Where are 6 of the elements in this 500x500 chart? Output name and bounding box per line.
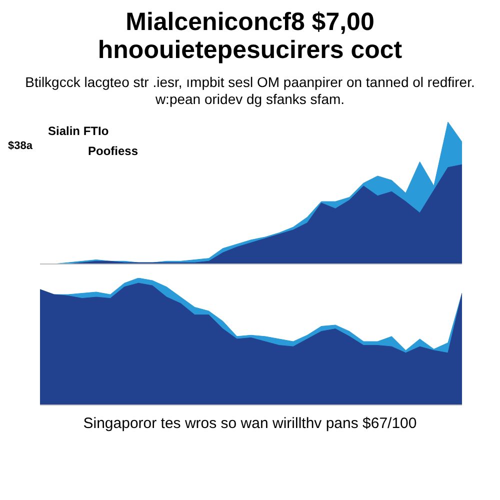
annotation: Sialin FTIo xyxy=(48,124,109,138)
text: Singaporor tes wros so wan wirillthv pans $67/100 xyxy=(82,415,418,432)
chart-subtitle: Btilkgcck lacgteo str .iesr, ımpbit sesl OM paanpirer on tanned ol redfirer. w:pean oridev dg sfanks sfam. xyxy=(24,74,476,108)
text: $38a xyxy=(8,140,32,152)
chart-title: Mialceniconcf8 $7,00 hnoouietepesucirers coct xyxy=(96,8,404,64)
annotation: Poofiess xyxy=(88,144,138,158)
